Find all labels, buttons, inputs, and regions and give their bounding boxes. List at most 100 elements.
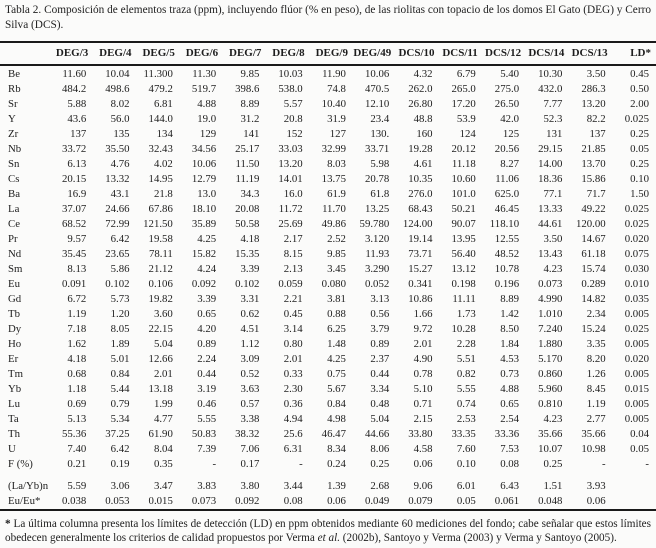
cell: 0.50 xyxy=(630,82,649,95)
cell: 46.45 xyxy=(494,202,520,215)
cell: 286.3 xyxy=(581,82,606,95)
cell: 4.58 xyxy=(413,442,433,455)
cell: 0.25 xyxy=(630,127,649,140)
cell: 1.99 xyxy=(153,397,173,410)
cell: 48.52 xyxy=(494,247,520,260)
cell: 5.34 xyxy=(110,412,130,425)
cell: 2.53 xyxy=(456,412,476,425)
table-row: Eu/Eu* 0.038 0.053 0.015 0.073 0.092 0.08 0.06 0… xyxy=(0,494,656,510)
row-label: Cs xyxy=(8,172,20,185)
cell: 2.17 xyxy=(283,232,303,245)
cell: 15.82 xyxy=(191,247,217,260)
cell: 4.18 xyxy=(240,232,260,245)
cell: 11.11 xyxy=(452,292,476,305)
table-row: Rb 484.2 498.6 479.2 519.7 398.6 538.0 74.8 470.… xyxy=(0,81,656,96)
cell: 13.18 xyxy=(148,382,173,395)
row-label: Y xyxy=(8,112,16,125)
cell: 1.73 xyxy=(456,307,476,320)
cell: 479.2 xyxy=(148,82,173,95)
cell: 10.78 xyxy=(494,262,520,275)
cell: 118.10 xyxy=(489,217,520,230)
cell: 3.38 xyxy=(240,412,260,425)
cell: 3.47 xyxy=(153,480,173,492)
cell: 11.18 xyxy=(451,157,476,170)
cell: 5.67 xyxy=(327,382,346,395)
cell: 2.28 xyxy=(456,337,476,350)
table-row: Sn 6.13 4.76 4.02 10.06 11.50 13.20 8.03 5.98 4.6… xyxy=(0,156,656,171)
cell: 55.36 xyxy=(61,427,87,440)
cell: 3.120 xyxy=(364,232,390,245)
cell: 44.61 xyxy=(538,217,563,230)
row-label: Zr xyxy=(8,127,19,140)
cell: 6.01 xyxy=(456,480,476,492)
cell: 0.52 xyxy=(240,367,260,380)
cell: 0.289 xyxy=(581,277,606,290)
cell: 0.061 xyxy=(494,495,520,507)
cell: 625.0 xyxy=(494,187,520,200)
cell: 0.025 xyxy=(624,112,649,125)
cell: 8.34 xyxy=(327,442,346,455)
cell: 0.092 xyxy=(191,277,217,290)
row-label: Tm xyxy=(8,367,23,380)
cell: 8.89 xyxy=(240,97,260,110)
cell: 49.22 xyxy=(581,202,606,215)
cell: 1.880 xyxy=(538,337,563,350)
cell: 32.43 xyxy=(148,142,173,155)
cell: 4.98 xyxy=(327,412,346,425)
cell: 13.25 xyxy=(364,202,390,215)
cell: 5.13 xyxy=(67,412,87,425)
cell: 13.33 xyxy=(538,202,563,215)
cell: 0.33 xyxy=(283,367,303,380)
cell: 3.06 xyxy=(110,480,130,492)
cell: 3.31 xyxy=(240,292,260,305)
cell: 15.24 xyxy=(581,322,606,335)
footnote-text-part2: (2002b), Santoyo y Verma (2003) y Verma … xyxy=(340,532,617,544)
cell: - xyxy=(645,457,649,470)
cell: 1.42 xyxy=(500,307,520,320)
row-label: Eu/Eu* xyxy=(8,495,41,507)
row-label: Er xyxy=(8,352,19,365)
cell: 0.04 xyxy=(630,427,649,440)
row-label: Ce xyxy=(8,217,20,230)
cell: 56.0 xyxy=(110,112,130,125)
cell: 73.71 xyxy=(408,247,433,260)
row-label: Nb xyxy=(8,142,22,155)
table-row: Tb 1.19 1.20 3.60 0.65 0.62 0.45 0.88 0.56 1.66 1.… xyxy=(0,306,656,321)
cell: 0.46 xyxy=(197,397,217,410)
cell: 8.04 xyxy=(153,442,173,455)
cell: 0.005 xyxy=(624,397,649,410)
table-row: Cs 20.15 13.32 14.95 12.79 11.19 14.01 13.75 20.… xyxy=(0,171,656,186)
cell: 4.25 xyxy=(197,232,217,245)
row-label: Dy xyxy=(8,322,22,335)
table-row: Ba 16.9 43.1 21.8 13.0 34.3 16.0 61.9 61.8 276.0 1… xyxy=(0,186,656,201)
cell: 7.77 xyxy=(543,97,563,110)
cell: 0.82 xyxy=(456,367,476,380)
cell: 19.14 xyxy=(408,232,433,245)
cell: 0.78 xyxy=(413,367,433,380)
cell: 2.37 xyxy=(370,352,390,365)
column-header: LD* xyxy=(612,42,656,66)
cell: 2.30 xyxy=(283,382,303,395)
cell: 5.170 xyxy=(538,352,563,365)
cell: 0.89 xyxy=(197,337,217,350)
table-row: Ho 1.62 1.89 5.04 0.89 1.12 0.80 1.48 0.89 2.01 2.… xyxy=(0,336,656,351)
cell: 33.71 xyxy=(364,142,390,155)
cell: 3.93 xyxy=(586,480,606,492)
cell: 48.8 xyxy=(413,112,433,125)
cell: 0.048 xyxy=(538,495,563,507)
cell: 90.07 xyxy=(451,217,476,230)
cell: 1.20 xyxy=(110,307,130,320)
cell: 6.25 xyxy=(327,322,346,335)
cell: 1.62 xyxy=(67,337,87,350)
cell: 12.10 xyxy=(364,97,390,110)
cell: 0.030 xyxy=(624,262,649,275)
cell: 0.84 xyxy=(327,397,346,410)
row-label: Rb xyxy=(8,82,21,95)
cell: 12.55 xyxy=(494,232,520,245)
cell: 21.8 xyxy=(153,187,173,200)
cell: 68.43 xyxy=(408,202,433,215)
cell: 15.74 xyxy=(581,262,606,275)
column-header: DCS/11 xyxy=(439,42,483,66)
cell: 2.21 xyxy=(283,292,303,305)
cell: 3.60 xyxy=(153,307,173,320)
